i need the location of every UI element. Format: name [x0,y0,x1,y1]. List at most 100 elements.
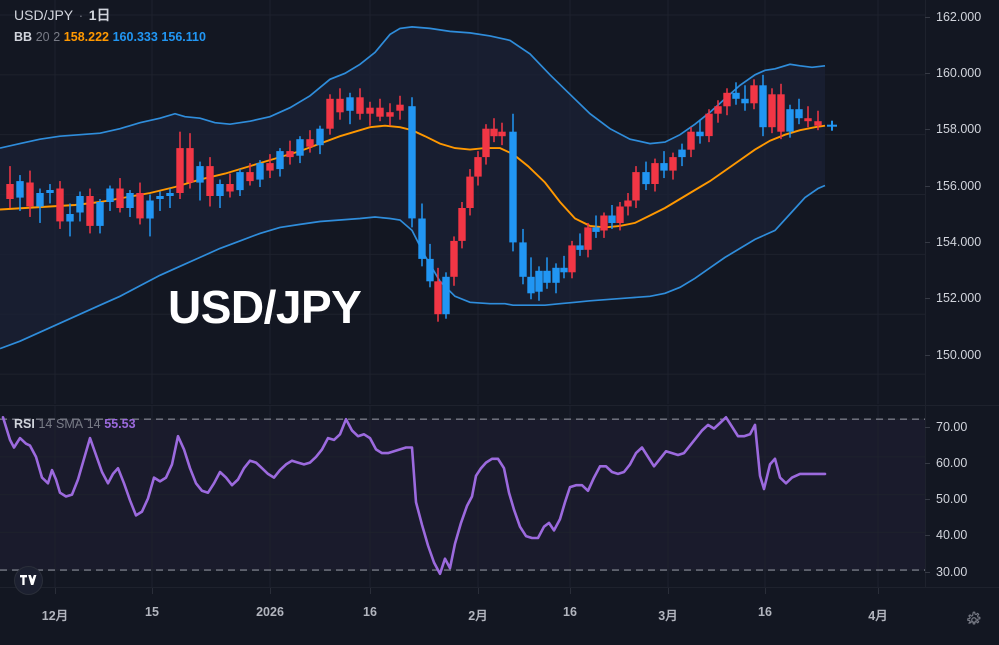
pane-divider[interactable] [0,405,999,406]
price-chart-pane[interactable] [0,0,925,404]
candlestick [466,169,474,216]
candle-body [804,118,812,122]
candle-body [669,157,677,171]
candlestick [26,170,34,217]
price-chart-canvas[interactable] [0,0,925,404]
candlestick [509,113,517,252]
rsi-line [1,416,827,576]
candle-body [76,196,84,213]
price-axis-divider [925,0,926,587]
candle-body [696,131,704,137]
candlestick [156,191,164,211]
candle-body [46,190,54,193]
candlestick [346,92,354,125]
candlestick [286,140,294,165]
tradingview-logo-icon[interactable] [14,566,43,595]
candle-body [814,121,822,126]
candlestick [552,263,560,294]
time-axis-tick [570,588,571,594]
price-axis[interactable]: 162.000 160.000 158.000 156.000 154.000 152.0… [925,0,999,404]
candle-body [6,184,14,199]
candle-body [450,240,458,277]
candlestick [366,101,374,126]
time-axis-label: 2月 [468,609,488,623]
candle-body [306,139,314,147]
candlestick [376,98,384,122]
gear-icon[interactable] [963,609,985,631]
candlestick [386,103,394,126]
candle-body [466,176,474,208]
candle-body [326,98,334,129]
time-axis-label: 16 [563,605,577,619]
candlestick [216,179,224,208]
price-axis-tick [925,355,930,356]
candlestick [560,255,568,279]
candlestick [46,184,54,204]
candlestick [76,191,84,222]
rsi-chart-pane[interactable] [0,406,925,587]
time-axis-tick [668,588,669,594]
candle-body [186,148,194,183]
candle-body [474,157,482,177]
candlestick [206,157,214,207]
candlestick [296,136,304,164]
candlestick [519,228,527,285]
candle-body [286,151,294,158]
candlestick [116,178,124,213]
candlestick [66,203,74,237]
candlestick [186,133,194,189]
candlestick [651,158,659,192]
candle-body [777,94,785,132]
time-axis[interactable]: 12月 15 2026 16 2月 16 3月 16 4月 [0,587,999,645]
candlestick [714,100,722,123]
candle-body [552,267,560,283]
candle-body [206,166,214,196]
time-axis-label: 15 [145,605,159,619]
time-axis-tick [878,588,879,594]
candle-body [509,131,517,243]
price-axis-label: 150.000 [936,348,982,362]
candle-body [678,149,686,158]
time-axis-tick [478,588,479,594]
candle-body [56,188,64,222]
candle-body [795,109,803,119]
candle-body [296,139,304,156]
candlestick [450,236,458,286]
candle-body [356,97,364,114]
rsi-chart-canvas[interactable] [0,406,925,587]
candle-body [226,184,234,192]
candlestick [356,88,364,120]
candlestick [678,143,686,167]
candle-body [96,202,104,226]
candle-body [426,258,434,282]
candle-body [642,172,650,185]
candlestick [723,88,731,116]
candlestick [600,212,608,238]
rsi-axis-label: 30.00 [936,565,968,579]
price-axis-label: 154.000 [936,235,982,249]
candlestick [6,166,14,208]
candle-body [386,112,394,117]
time-axis-tick [55,588,56,594]
candle-body [26,182,34,207]
candlestick [306,130,314,153]
candlestick [804,106,812,128]
candle-body [336,98,344,113]
candlestick [795,98,803,125]
rsi-axis-label: 70.00 [936,420,968,434]
candle-body [196,166,204,183]
candlestick [527,257,535,300]
candle-body [396,104,404,111]
candle-body [136,193,144,219]
candlestick [106,185,114,211]
candle-body [705,113,713,137]
candlestick [16,175,24,211]
candle-body [276,151,284,170]
candlestick [576,233,584,256]
candle-body [527,276,535,294]
candlestick [768,88,776,134]
candle-body [600,215,608,231]
candle-body [236,172,244,191]
rsi-axis[interactable]: 70.00 60.00 50.00 40.00 30.00 [925,406,999,587]
